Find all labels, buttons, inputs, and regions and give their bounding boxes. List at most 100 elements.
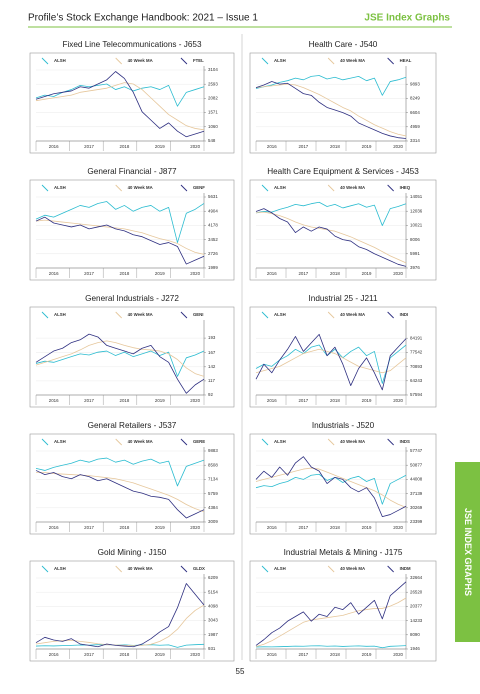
legend-swatch [261, 311, 269, 319]
y-tick-label: 5759 [208, 491, 218, 496]
x-tick-label: 2017 [298, 144, 308, 149]
series-line [35, 82, 205, 131]
legend-label: ALSH [54, 312, 66, 317]
y-tick-label: 50877 [410, 462, 423, 467]
legend-swatch [180, 311, 188, 319]
y-tick-label: 2726 [208, 251, 218, 256]
page-number: 55 [236, 667, 245, 676]
x-tick-label: 2020 [393, 652, 403, 657]
legend-label: 40 Week MA [340, 439, 365, 444]
legend-swatch [387, 565, 394, 573]
chart-frame [249, 306, 437, 408]
legend-label: INDM [400, 566, 411, 571]
legend-swatch [261, 57, 269, 65]
y-tick-label: 3043 [208, 618, 218, 623]
x-tick-label: 2019 [155, 652, 165, 657]
x-tick-label: 2019 [362, 525, 372, 530]
series-line [35, 201, 205, 243]
y-tick-label: 70893 [410, 364, 423, 369]
y-tick-label: 6209 [208, 575, 218, 580]
x-tick-label: 2020 [190, 144, 200, 149]
x-tick-label: 2016 [49, 398, 59, 403]
series-line [255, 201, 407, 226]
y-tick-label: 37139 [410, 491, 423, 496]
series-line [255, 75, 407, 96]
chart-title: General Retailers - J537 [88, 421, 177, 430]
x-tick-label: 2019 [362, 271, 372, 276]
series-line [255, 456, 407, 518]
legend-label: ALSH [274, 566, 286, 571]
x-tick-label: 2016 [49, 652, 59, 657]
x-tick-label: 2020 [393, 144, 403, 149]
chart-frame [249, 52, 437, 154]
legend-label: ALSH [274, 58, 286, 63]
legend-swatch [115, 565, 122, 573]
y-tick-label: 1060 [208, 124, 218, 129]
legend-label: GLDX [193, 566, 205, 571]
x-tick-label: 2017 [298, 398, 308, 403]
legend-swatch [180, 565, 188, 573]
x-tick-label: 2019 [155, 271, 165, 276]
y-tick-label: 117 [208, 378, 216, 383]
legend-label: 40 Week MA [128, 566, 153, 571]
y-tick-label: 2593 [208, 81, 218, 86]
legend-swatch [41, 438, 49, 446]
y-tick-label: 2082 [208, 96, 218, 101]
y-tick-label: 57594 [410, 392, 423, 397]
legend-label: ALSH [274, 312, 286, 317]
chart-title: Fixed Line Telecommunications - J653 [62, 40, 202, 49]
y-tick-label: 9883 [208, 448, 218, 453]
legend-label: INDI [400, 312, 409, 317]
legend-swatch [41, 57, 49, 65]
y-tick-label: 1946 [410, 646, 420, 651]
chart-title: General Financial - J877 [87, 167, 177, 176]
chart-frame [249, 433, 437, 535]
y-tick-label: 12036 [410, 208, 423, 213]
legend-label: 40 Week MA [340, 58, 365, 63]
y-tick-label: 57747 [410, 448, 423, 453]
y-tick-label: 931 [208, 646, 216, 651]
y-tick-label: 4384 [208, 505, 218, 510]
y-tick-label: 1999 [208, 265, 218, 270]
chart-frame [29, 179, 235, 281]
series-line [35, 457, 205, 487]
y-tick-label: 5154 [208, 589, 218, 594]
y-tick-label: 548 [208, 138, 216, 143]
legend-swatch [387, 438, 394, 446]
legend-label: 40 Week MA [128, 58, 153, 63]
chart-frame [29, 52, 235, 154]
x-tick-label: 2018 [120, 144, 130, 149]
x-tick-label: 2019 [155, 525, 165, 530]
legend-label: HEAL [400, 58, 412, 63]
y-tick-label: 5991 [410, 251, 420, 256]
legend-swatch [115, 311, 122, 319]
x-tick-label: 2017 [298, 652, 308, 657]
x-tick-label: 2016 [267, 525, 277, 530]
y-tick-label: 30269 [410, 505, 423, 510]
legend-label: INDS [400, 439, 410, 444]
x-tick-label: 2016 [267, 652, 277, 657]
y-tick-label: 8508 [208, 462, 218, 467]
x-tick-label: 2016 [267, 398, 277, 403]
legend-swatch [41, 311, 49, 319]
legend-swatch [327, 565, 335, 573]
y-tick-label: 4904 [208, 208, 218, 213]
legend-label: ALSH [274, 439, 286, 444]
x-tick-label: 2017 [84, 271, 94, 276]
y-tick-label: 3452 [208, 237, 218, 242]
legend-label: 40 Week MA [128, 439, 153, 444]
series-line [255, 597, 407, 647]
chart-title: Health Care - J540 [309, 40, 378, 49]
x-tick-label: 2017 [298, 271, 308, 276]
legend-swatch [261, 438, 269, 446]
header-title: Profile’s Stock Exchange Handbook: 2021 … [28, 13, 258, 24]
x-tick-label: 2017 [84, 525, 94, 530]
chart-title: Health Care Equipment & Services - J453 [267, 167, 419, 176]
series-line [255, 83, 407, 137]
y-tick-label: 10021 [410, 223, 423, 228]
x-tick-label: 2020 [190, 652, 200, 657]
y-tick-label: 4098 [208, 604, 218, 609]
legend-swatch [115, 57, 122, 65]
y-tick-label: 3976 [410, 265, 420, 270]
